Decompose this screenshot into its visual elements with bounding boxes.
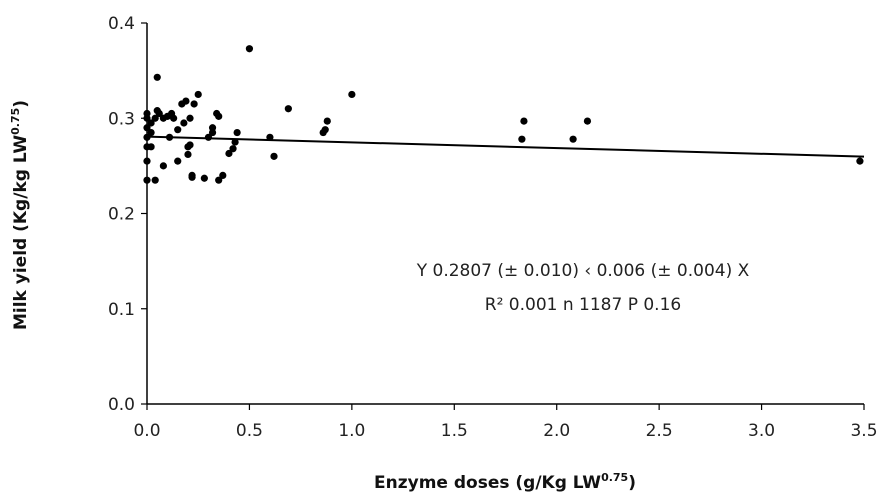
data-point: [270, 152, 278, 160]
data-point: [170, 114, 178, 122]
data-point: [583, 117, 592, 125]
x-ticks: 0.0 0.5 1.0 1.5 2.0 2.5 3.0 3.5: [133, 404, 878, 441]
data-point: [182, 97, 190, 105]
data-point: [225, 149, 233, 158]
y-tick-label: 0.1: [108, 300, 135, 320]
data-point: [147, 143, 155, 151]
data-point: [190, 100, 198, 108]
x-tick-label: 0.5: [236, 421, 263, 441]
data-point: [284, 105, 292, 113]
data-point: [229, 145, 237, 153]
data-point: [147, 128, 155, 137]
data-point: [180, 119, 188, 127]
regression-stats: R² 0.001 n 1187 P 0.16: [485, 295, 681, 315]
y-ticks: 0.0 0.1 0.2 0.3 0.4: [108, 14, 147, 415]
data-point: [233, 128, 241, 137]
x-tick-label: 2.5: [646, 421, 673, 441]
data-point: [245, 45, 254, 53]
data-point: [200, 174, 208, 182]
data-point: [215, 176, 223, 184]
x-tick-label: 2.0: [543, 421, 570, 441]
data-point: [186, 141, 194, 149]
y-tick-label: 0.2: [108, 205, 135, 225]
y-axis-title: Milk yield (Kg/kg LW0.75): [9, 100, 31, 330]
x-tick-label: 0.0: [133, 421, 160, 441]
data-point: [153, 73, 161, 81]
data-point: [215, 112, 223, 120]
x-tick-label: 3.0: [748, 421, 775, 441]
data-point: [188, 173, 196, 181]
data-point: [184, 150, 192, 159]
data-point: [856, 157, 864, 165]
data-point: [219, 171, 227, 179]
data-point: [174, 126, 182, 134]
data-point: [159, 162, 167, 170]
data-point: [194, 90, 202, 99]
data-point: [155, 109, 163, 118]
data-point: [147, 119, 155, 127]
data-point: [174, 157, 182, 165]
x-axis-title: Enzyme doses (g/Kg LW0.75): [374, 471, 636, 493]
data-point: [321, 126, 329, 134]
data-point: [348, 90, 356, 99]
x-tick-label: 1.0: [338, 421, 365, 441]
data-point: [208, 124, 217, 132]
data-point: [151, 176, 159, 184]
y-tick-label: 0.3: [108, 109, 135, 129]
data-point: [231, 138, 239, 146]
points-layer: [143, 45, 864, 184]
x-tick-label: 3.5: [850, 421, 877, 441]
data-point: [518, 135, 526, 143]
data-point: [186, 114, 194, 122]
y-tick-label: 0.4: [108, 14, 135, 34]
data-point: [151, 114, 159, 122]
x-tick-label: 1.5: [441, 421, 468, 441]
data-point: [323, 117, 331, 125]
regression-equation: Y 0.2807 (± 0.010) ‹ 0.006 (± 0.004) X: [416, 261, 750, 281]
data-point: [569, 135, 577, 143]
data-point: [520, 117, 528, 125]
trendline: [146, 135, 865, 158]
y-tick-label: 0.0: [108, 395, 135, 415]
